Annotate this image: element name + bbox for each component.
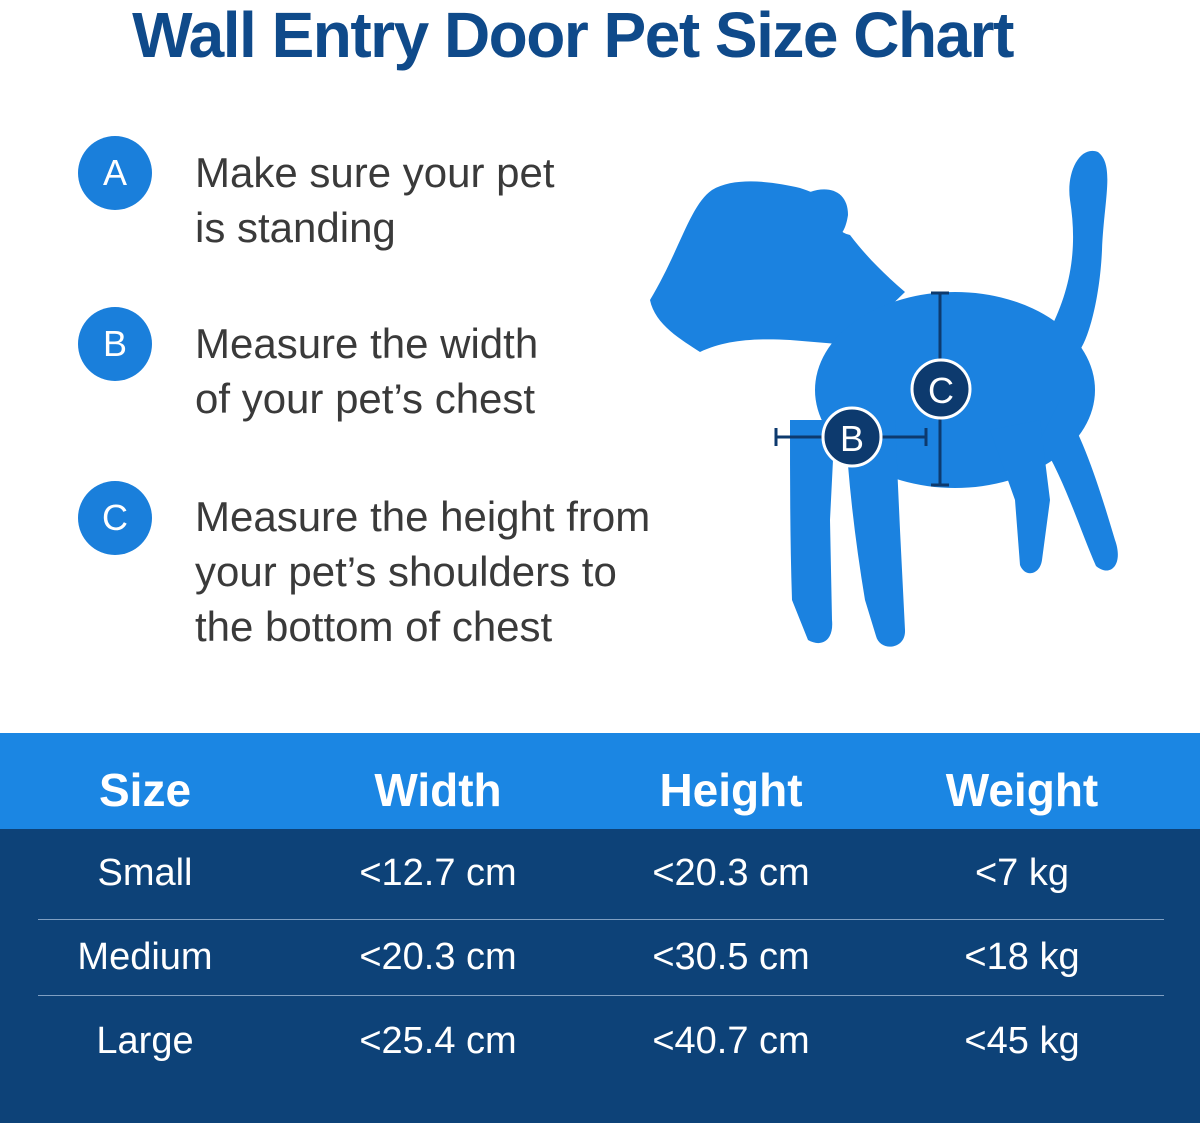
table-row-small-width: <12.7 cm [359,852,517,894]
table-row-small-weight: <7 kg [974,852,1070,894]
step-c-line-3: the bottom of chest [195,603,553,650]
step-b-line-1: Measure the width [195,320,539,367]
marker-c: C [910,358,972,420]
badge-a: A [78,136,152,210]
step-c-line-1: Measure the height from [195,493,651,540]
badge-b: B [78,307,152,381]
step-a-text: Make sure your pet is standing [195,145,775,255]
row-divider [38,995,1164,996]
table-row-large-width: <25.4 cm [359,1020,517,1062]
dog-silhouette-diagram: C B [650,150,1118,647]
header-height: Height [659,764,803,816]
step-c-text: Measure the height from your pet’s shoul… [195,489,775,654]
row-divider [38,919,1164,920]
table-row-medium-size: Medium [77,936,213,978]
table-row-small-size: Small [97,852,193,894]
size-table-body [0,829,1200,1123]
table-row-large-size: Large [96,1020,194,1062]
dog-icon [650,150,1118,647]
table-row-medium-weight: <18 kg [964,936,1080,978]
step-a-line-2: is standing [195,204,396,251]
step-b-text: Measure the width of your pet’s chest [195,316,775,426]
table-row-large-weight: <45 kg [964,1020,1080,1062]
header-weight: Weight [945,764,1099,816]
marker-b-label: B [840,418,864,459]
marker-c-label: C [928,370,954,411]
step-c-line-2: your pet’s shoulders to [195,548,617,595]
step-a-line-1: Make sure your pet [195,149,555,196]
table-row-medium-width: <20.3 cm [359,936,517,978]
header-width: Width [374,764,502,816]
table-row-medium-height: <30.5 cm [652,936,810,978]
marker-b: B [821,406,883,468]
size-table-header [0,733,1200,829]
table-row-small-height: <20.3 cm [652,852,810,894]
page-title: Wall Entry Door Pet Size Chart [132,0,1014,71]
header-size: Size [98,764,192,816]
badge-c: C [78,481,152,555]
table-row-large-height: <40.7 cm [652,1020,810,1062]
step-b-line-2: of your pet’s chest [195,375,536,422]
